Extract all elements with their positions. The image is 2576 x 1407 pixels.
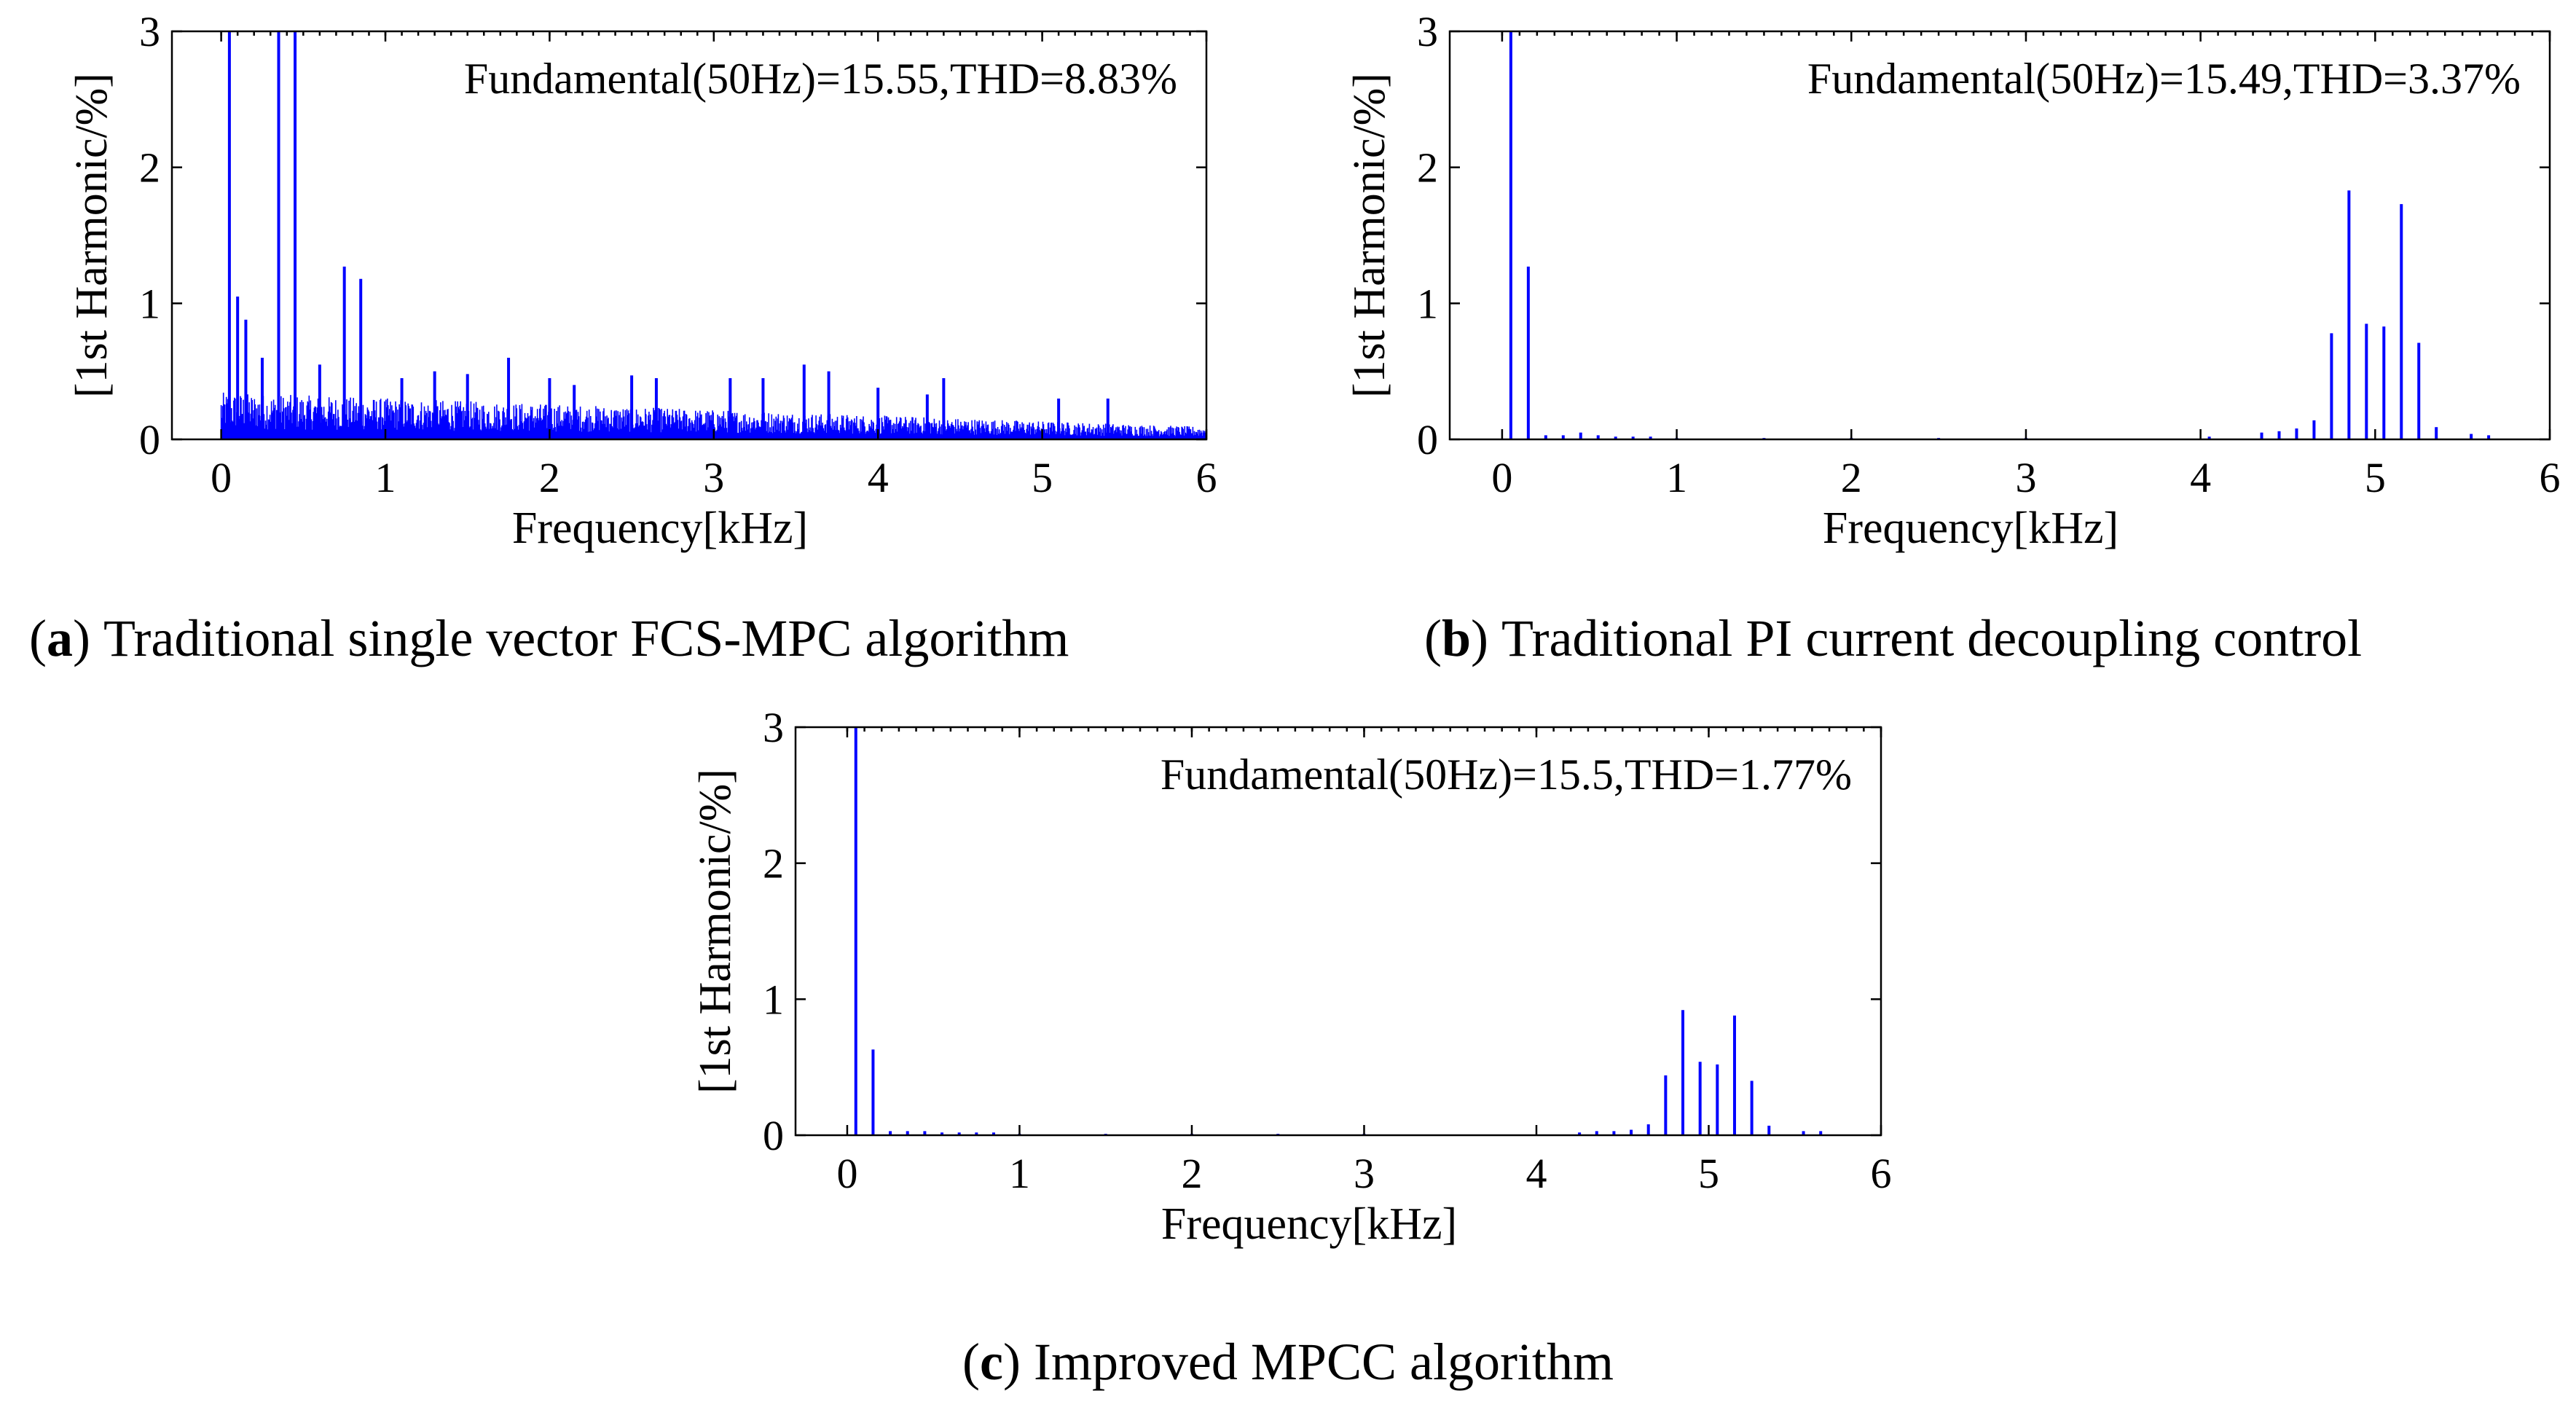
plot-frame [1448, 30, 2551, 441]
x-tick-label: 6 [2540, 454, 2561, 501]
caption-open-paren: ( [1424, 609, 1442, 667]
y-tick-label: 2 [1417, 144, 1438, 192]
y-tick-label: 1 [139, 280, 160, 327]
caption-text: Traditional single vector FCS-MPC algori… [90, 609, 1069, 667]
x-axis-label: Frequency[kHz] [512, 503, 808, 553]
caption-open-paren: ( [29, 609, 47, 667]
y-tick-label: 2 [763, 840, 784, 887]
x-axis-label: Frequency[kHz] [1161, 1199, 1457, 1249]
y-axis-label: [1st Harmonic/%] [1345, 73, 1394, 398]
x-tick-label: 3 [2015, 454, 2036, 501]
caption-close-paren: ) [1003, 1333, 1021, 1391]
x-tick-label: 4 [1525, 1150, 1547, 1197]
x-tick-label: 6 [1871, 1150, 1892, 1197]
y-axis-label: [1st Harmonic/%] [691, 769, 740, 1094]
y-tick-label: 2 [139, 144, 160, 192]
thd-annotation: Fundamental(50Hz)=15.5,THD=1.77% [1161, 750, 1852, 799]
x-axis-label: Frequency[kHz] [1823, 503, 2118, 553]
y-tick-label: 0 [763, 1112, 784, 1159]
x-tick-label: 2 [1181, 1150, 1202, 1197]
x-tick-label: 0 [211, 454, 232, 501]
x-tick-label: 5 [1698, 1150, 1719, 1197]
x-tick-label: 3 [703, 454, 724, 501]
y-tick-label: 1 [1417, 280, 1438, 327]
x-tick-label: 4 [2190, 454, 2211, 501]
x-tick-label: 1 [1666, 454, 1687, 501]
caption-letter: a [47, 609, 73, 667]
x-tick-label: 3 [1354, 1150, 1375, 1197]
caption-text: Improved MPCC algorithm [1021, 1333, 1614, 1391]
x-tick-label: 2 [539, 454, 560, 501]
caption-open-paren: ( [962, 1333, 980, 1391]
x-tick-label: 2 [1841, 454, 1862, 501]
y-axis-label: [1st Harmonic/%] [67, 73, 117, 398]
y-tick-label: 3 [1417, 8, 1438, 55]
y-tick-label: 0 [139, 416, 160, 463]
panel-caption: (a) Traditional single vector FCS-MPC al… [29, 609, 1069, 667]
y-tick-label: 3 [139, 8, 160, 55]
thd-annotation: Fundamental(50Hz)=15.49,THD=3.37% [1807, 55, 2521, 103]
caption-close-paren: ) [1471, 609, 1488, 667]
y-tick-label: 0 [1417, 416, 1438, 463]
caption-text: Traditional PI current decoupling contro… [1488, 609, 2362, 667]
thd-annotation: Fundamental(50Hz)=15.55,THD=8.83% [464, 55, 1177, 103]
plot-frame [170, 30, 1208, 441]
caption-letter: c [980, 1333, 1003, 1391]
y-tick-label: 3 [763, 704, 784, 751]
caption-letter: b [1442, 609, 1471, 667]
caption-close-paren: ) [73, 609, 90, 667]
x-tick-label: 1 [375, 454, 396, 501]
x-tick-label: 4 [868, 454, 889, 501]
x-tick-label: 5 [2365, 454, 2386, 501]
x-tick-label: 1 [1009, 1150, 1030, 1197]
panel-caption: (c) Improved MPCC algorithm [962, 1333, 1614, 1391]
x-tick-label: 5 [1032, 454, 1053, 501]
x-tick-label: 0 [836, 1150, 857, 1197]
y-tick-label: 1 [763, 976, 784, 1023]
x-tick-label: 6 [1196, 454, 1217, 501]
plot-frame [794, 726, 1882, 1137]
x-tick-label: 0 [1491, 454, 1512, 501]
panel-caption: (b) Traditional PI current decoupling co… [1424, 609, 2362, 667]
